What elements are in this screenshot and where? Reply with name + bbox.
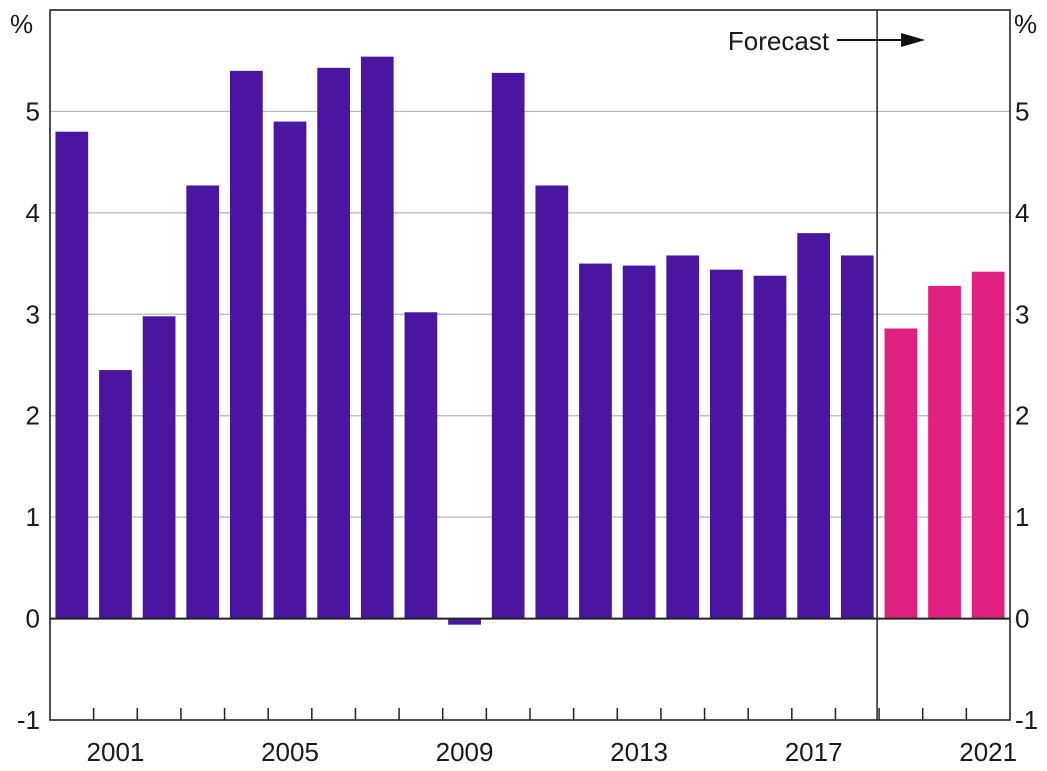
y-tick-label-right: -1 xyxy=(1015,705,1038,735)
bar-2007 xyxy=(360,56,394,619)
bar-2021 xyxy=(971,271,1005,619)
y-tick-label-right: 4 xyxy=(1015,198,1029,228)
bar-2000 xyxy=(55,131,89,619)
bar-2003 xyxy=(186,185,220,619)
bar-2020 xyxy=(928,285,961,619)
bar-2018 xyxy=(840,255,874,619)
tick-labels: 2001 2005 2009 2013 2017 2021-1 -10 01 12 23 34 45 5 xyxy=(17,96,1038,767)
y-tick-label-left: 1 xyxy=(26,502,40,532)
bar-2019 xyxy=(884,328,918,619)
bar-2004 xyxy=(230,70,263,619)
bar-2017 xyxy=(797,233,830,619)
bar-2016 xyxy=(753,275,787,619)
y-tick-label-right: 3 xyxy=(1015,299,1029,329)
right-unit-label: % xyxy=(1014,9,1037,39)
y-tick-label-left: 3 xyxy=(26,299,40,329)
x-tick-label: 2021 xyxy=(959,737,1017,767)
bar-2012 xyxy=(579,263,612,619)
y-tick-label-right: 2 xyxy=(1015,401,1029,431)
y-tick-label-right: 1 xyxy=(1015,502,1029,532)
y-tick-label-left: -1 xyxy=(17,705,40,735)
bar-2011 xyxy=(535,185,569,619)
y-tick-label-left: 0 xyxy=(26,604,40,634)
bar-2014 xyxy=(666,255,700,619)
y-tick-label-left: 4 xyxy=(26,198,40,228)
bar-2010 xyxy=(491,72,525,619)
left-unit-label: % xyxy=(10,9,33,39)
x-tick-label: 2013 xyxy=(610,737,668,767)
axes xyxy=(49,9,1011,721)
y-tick-label-left: 5 xyxy=(26,96,40,126)
y-tick-label-right: 0 xyxy=(1015,604,1029,634)
x-tick-label: 2017 xyxy=(785,737,843,767)
forecast-arrow-head xyxy=(901,33,926,47)
bar-2015 xyxy=(710,269,743,619)
x-tick-label: 2001 xyxy=(87,737,145,767)
bars xyxy=(55,56,1005,625)
bar-2001 xyxy=(99,370,132,619)
bar-2009 xyxy=(448,618,481,625)
bar-2006 xyxy=(317,67,350,619)
y-tick-label-right: 5 xyxy=(1015,96,1029,126)
bar-2002 xyxy=(142,316,176,619)
y-tick-label-left: 2 xyxy=(26,401,40,431)
x-tick-label: 2005 xyxy=(261,737,319,767)
forecast-label: Forecast xyxy=(728,26,830,56)
x-tick-label: 2009 xyxy=(436,737,494,767)
bar-2008 xyxy=(404,312,438,619)
bar-2005 xyxy=(273,121,307,619)
bar-2013 xyxy=(622,265,656,619)
forecast-arrow-icon xyxy=(837,33,926,47)
